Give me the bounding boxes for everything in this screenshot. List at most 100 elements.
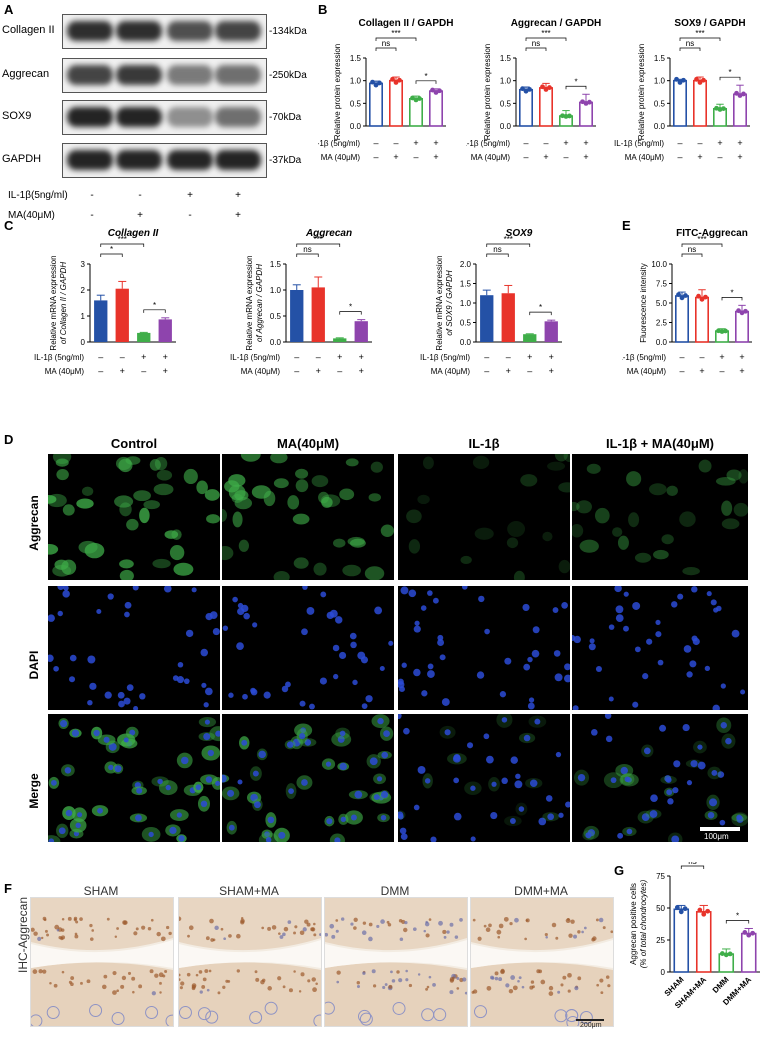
chondrocyte — [386, 920, 390, 924]
chondrocyte — [536, 969, 541, 974]
nucleus — [114, 765, 122, 773]
green-cell — [76, 498, 94, 509]
micro-image — [398, 714, 570, 842]
chondrocyte — [300, 972, 305, 977]
chart-title: Collagen II — [108, 228, 159, 239]
green-cell — [345, 458, 359, 467]
y-tick-label: 1.0 — [654, 77, 666, 86]
micro-col-control: Control — [110, 436, 158, 451]
significance-label: * — [110, 245, 113, 254]
green-cell — [238, 539, 250, 552]
chondrocyte — [80, 981, 83, 985]
nucleus — [413, 804, 420, 811]
chondrocyte — [208, 969, 212, 973]
bone-marrow — [325, 1001, 335, 1015]
cartilage-bottom — [31, 962, 173, 1026]
nucleus — [203, 702, 209, 708]
nucleus — [124, 611, 130, 618]
chondrocyte — [356, 985, 361, 989]
significance-label: * — [728, 68, 731, 77]
nucleus — [515, 773, 521, 780]
chondrocyte — [58, 936, 62, 940]
chondrocyte — [116, 989, 119, 993]
green-cell — [222, 508, 228, 522]
nucleus — [547, 813, 555, 821]
green-cell — [232, 511, 243, 528]
il1b-sign: – — [120, 352, 125, 362]
nucleus — [563, 674, 570, 683]
data-point — [719, 951, 725, 956]
nucleus — [103, 736, 110, 743]
il1b-sign: – — [679, 352, 684, 362]
green-cell — [114, 495, 134, 508]
significance-bracket — [100, 253, 123, 257]
bar — [429, 90, 444, 127]
nucleus — [561, 602, 568, 609]
bone-marrow — [165, 1014, 173, 1026]
nucleus — [573, 635, 581, 644]
y-tick-label: 2.5 — [656, 319, 668, 328]
chondrocyte — [456, 976, 460, 980]
chondrocyte — [567, 972, 572, 978]
y-tick-label: 1 — [81, 312, 86, 321]
chondrocyte — [371, 969, 376, 974]
chondrocyte — [116, 927, 119, 930]
ihc-image — [470, 897, 614, 1027]
chondrocyte — [187, 934, 190, 938]
chondrocyte — [225, 979, 229, 983]
ma-label: MA (40μM) — [45, 367, 85, 376]
nucleus — [89, 682, 97, 690]
nucleus — [302, 586, 308, 590]
data-point — [701, 911, 707, 917]
blot-band — [67, 65, 113, 85]
significance-label: *** — [504, 235, 513, 244]
chondrocyte — [79, 917, 83, 921]
green-cell — [152, 558, 171, 569]
nucleus — [725, 737, 732, 745]
green-cell — [139, 507, 150, 524]
chondrocyte — [510, 975, 516, 980]
y-tick-label: 0.5 — [500, 99, 512, 108]
il1b-label: IL-1β (5ng/ml) — [614, 139, 664, 148]
green-cell — [682, 567, 700, 576]
chondrocyte — [313, 922, 316, 926]
chondrocyte — [505, 983, 510, 988]
y-axis-label-2: (% of total chondrocytes) — [639, 879, 648, 968]
green-cell — [156, 469, 173, 481]
joint-space — [179, 940, 321, 968]
ma-sign: – — [527, 366, 532, 376]
data-point — [677, 80, 683, 85]
nucleus — [527, 656, 533, 663]
y-tick-label: 2 — [81, 286, 86, 295]
nucleus — [334, 837, 341, 842]
nucleus — [649, 810, 658, 818]
bar — [94, 300, 108, 342]
blot-label-1: Aggrecan — [2, 68, 50, 80]
nucleus — [632, 701, 639, 708]
ma-sign: + — [433, 152, 438, 162]
micro-row-aggrecan: Aggrecan — [27, 495, 41, 551]
nucleus — [417, 766, 426, 774]
chondrocyte — [149, 969, 154, 974]
micro-image — [398, 586, 570, 710]
data-point — [697, 907, 703, 913]
nucleus — [232, 596, 238, 603]
green-cell — [119, 559, 134, 569]
nucleus — [243, 612, 250, 620]
nucleus — [398, 811, 404, 819]
y-tick-label: 1.0 — [270, 286, 282, 295]
data-point — [430, 87, 435, 93]
significance-bracket — [525, 47, 547, 51]
nucleus — [180, 756, 189, 765]
significance-bracket — [486, 253, 509, 257]
chondrocyte — [132, 990, 135, 994]
data-point — [377, 80, 382, 86]
chondrocyte — [205, 936, 210, 941]
chondrocyte — [311, 927, 316, 932]
chondrocyte — [382, 985, 386, 990]
chondrocyte — [503, 916, 509, 922]
cartilage-top — [179, 898, 321, 951]
nucleus — [281, 685, 289, 693]
nucleus — [380, 814, 387, 821]
nucleus — [399, 827, 407, 835]
